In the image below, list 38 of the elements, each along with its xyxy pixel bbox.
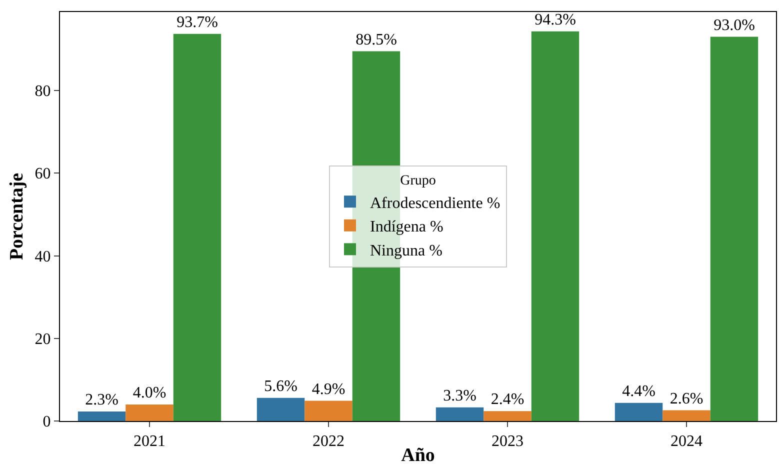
bar: [256, 398, 305, 421]
data-label: 4.4%: [622, 382, 656, 400]
data-label: 89.5%: [356, 31, 397, 48]
data-label: 93.7%: [176, 14, 218, 31]
bar: [304, 400, 352, 421]
y-tick-label: 20: [34, 330, 51, 348]
data-label: 2.4%: [490, 391, 524, 408]
y-tick-label: 80: [34, 83, 51, 100]
bar: [710, 36, 758, 421]
y-tick-label: 40: [34, 248, 51, 266]
legend-label: Afrodescendiente %: [370, 194, 500, 212]
data-label: 4.0%: [132, 384, 166, 402]
bar: [78, 412, 126, 421]
legend-label: Indígena %: [370, 218, 444, 236]
x-tick-label: 2024: [670, 433, 702, 450]
bar: [484, 411, 532, 421]
y-tick-label: 60: [34, 166, 51, 183]
legend-title: Grupo: [400, 174, 436, 189]
x-tick-label: 2021: [134, 433, 166, 450]
x-tick-label: 2022: [312, 433, 344, 450]
data-label: 3.3%: [443, 387, 476, 404]
data-label: 4.9%: [312, 380, 346, 398]
bar: [173, 34, 222, 421]
bar: [436, 407, 484, 421]
data-label: 94.3%: [534, 11, 576, 28]
x-tick-label: 2023: [492, 433, 524, 450]
bar: [126, 404, 174, 421]
data-label: 93.0%: [714, 16, 755, 34]
bar: [662, 410, 710, 421]
y-tick-label: 0: [42, 414, 51, 431]
bar: [614, 402, 663, 421]
x-axis-title: Año: [401, 445, 435, 466]
bar: [531, 31, 580, 421]
data-label: 2.3%: [85, 392, 118, 408]
data-label: 2.6%: [670, 390, 704, 408]
legend-label: Ninguna %: [370, 242, 442, 260]
data-label: 5.6%: [264, 378, 298, 395]
y-axis-title: Porcentaje: [6, 172, 28, 260]
